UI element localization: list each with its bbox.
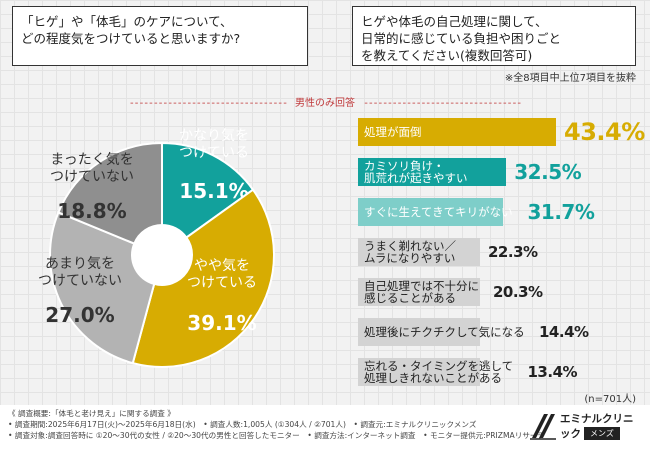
bar-2 (358, 198, 503, 226)
bar-label-0: 処理が面倒 (364, 124, 422, 139)
bar-1 (358, 158, 507, 186)
pie-label-1: やや気をつけている (187, 258, 257, 291)
bar-value-2: 31.7% (527, 200, 595, 224)
footer-line-2: • 調査期間:2025年6月17日(火)〜2025年6月18日(水) • 調査人… (8, 420, 477, 429)
question-left: 「ヒゲ」や「体毛」のケアについて、 どの程度気をつけていると思いますか? (12, 6, 308, 66)
pie-label-3: まったく気をつけていない (50, 152, 134, 185)
donut-hole (132, 225, 192, 285)
brand-sub: メンズ (584, 427, 620, 440)
bar-row-4: 自己処理では不十分に 感じることがある 20.3% (358, 278, 638, 306)
footer: 《 調査概要:「体毛と老け見え」に関する調査 》 • 調査期間:2025年6月1… (0, 405, 650, 450)
bar-6 (358, 358, 480, 386)
survey-summary: 《 調査概要:「体毛と老け見え」に関する調査 》 • 調査期間:2025年6月1… (8, 408, 545, 441)
bar-row-2: すぐに生えてきてキリがない 31.7% (358, 198, 638, 226)
brand-name: エミナルクリニック (560, 413, 634, 440)
bar-label-5: 処理後にチクチクして気になる (364, 324, 525, 339)
bar-value-6: 13.4% (527, 363, 578, 381)
sample-size: (n=701人) (584, 394, 636, 405)
bar-value-3: 22.3% (488, 243, 538, 261)
subtitle-text: 男性のみ回答 (295, 98, 355, 109)
bar-row-5: 処理後にチクチクして気になる 14.4% (358, 318, 638, 346)
pie-label-2: あまり気をつけていない (38, 256, 122, 289)
pie-value-3: 18.8% (57, 199, 126, 223)
bar-row-0: 処理が面倒 43.4% (358, 118, 645, 146)
subtitle: - - - - - - - - - - - - - - - - - - - - … (130, 98, 521, 109)
footer-line-1: 《 調査概要:「体毛と老け見え」に関する調査 》 (8, 409, 175, 418)
bar-label-4: 自己処理では不十分に 感じることがある (364, 278, 479, 305)
bar-value-0: 43.4% (564, 118, 645, 146)
bar-value-1: 32.5% (514, 160, 582, 184)
bar-4 (358, 278, 480, 306)
bar-label-1: カミソリ負け・ 肌荒れが起きやすい (364, 158, 468, 185)
footer-line-3: • 調査対象:調査回答時に ①20〜30代の女性 / ②20〜30代の男性と回答… (8, 431, 546, 440)
pie-value-1: 39.1% (187, 311, 256, 335)
bar-5 (358, 318, 480, 346)
bar-value-5: 14.4% (539, 323, 589, 341)
bar-label-2: すぐに生えてきてキリがない (364, 204, 513, 219)
bar-row-3: うまく剃れない／ ムラになりやすい 22.3% (358, 238, 638, 266)
pie-value-2: 27.0% (45, 303, 114, 327)
brand-logo-icon (530, 414, 556, 440)
bar-3 (358, 238, 480, 266)
bar-label-3: うまく剃れない／ ムラになりやすい (364, 238, 456, 265)
bar-row-1: カミソリ負け・ 肌荒れが起きやすい 32.5% (358, 158, 638, 186)
bar-label-6: 忘れる・タイミングを逃して 処理しきれないことがある (364, 358, 514, 385)
pie-value-0: 15.1% (179, 179, 248, 203)
note: ※全8項目中上位7項目を抜粋 (504, 73, 636, 84)
bar-row-6: 忘れる・タイミングを逃して 処理しきれないことがある 13.4% (358, 358, 638, 386)
brand-logo: エミナルクリニック メンズ (530, 410, 642, 442)
bar-value-4: 20.3% (493, 283, 543, 301)
bar-0 (358, 118, 556, 146)
question-right: ヒゲや体毛の自己処理に関して、 日常的に感じている負担や困りごと を教えてくださ… (352, 6, 636, 66)
pie-label-0: かなり気をつけている (179, 128, 249, 161)
donut-chart: かなり気をつけている 15.1% やや気をつけている 39.1% あまり気をつけていない… (38, 128, 275, 368)
